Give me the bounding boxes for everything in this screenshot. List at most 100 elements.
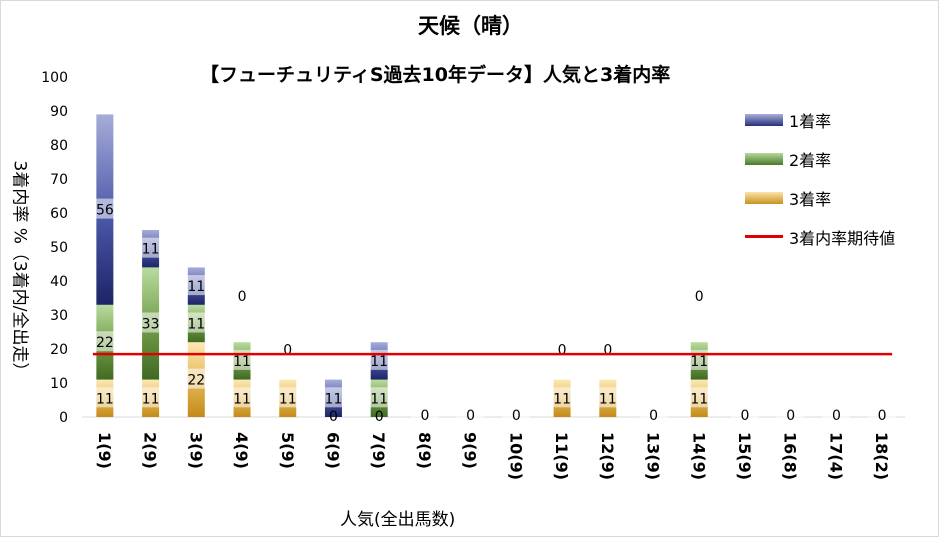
data-label: 11 (187, 317, 205, 333)
data-label: 0 (238, 289, 247, 305)
data-label: 11 (690, 391, 708, 407)
y-tick-label: 10 (50, 376, 68, 392)
legend-label-expected: 3着内率期待値 (789, 228, 896, 248)
data-label-bg (822, 404, 851, 424)
x-tick-label: 2(9) (141, 432, 160, 469)
data-label: 11 (142, 391, 160, 407)
x-tick-label: 3(9) (186, 432, 205, 469)
legend-label-second: 2着率 (789, 150, 832, 170)
data-label-bg (136, 312, 165, 333)
data-label: 0 (649, 408, 658, 424)
y-tick-label: 90 (50, 104, 68, 120)
legend-label-first: 1着率 (789, 111, 832, 131)
legend-swatch-second (745, 152, 783, 165)
legend-swatch-third (745, 191, 783, 204)
x-tick-label: 13(9) (644, 432, 663, 480)
y-tick-label: 0 (59, 410, 68, 426)
legend-label-third: 3着率 (789, 189, 832, 209)
x-tick-label: 15(9) (735, 432, 754, 480)
data-label-bg (730, 404, 759, 424)
data-label-bg (90, 198, 119, 219)
x-tick-label: 7(9) (369, 432, 388, 469)
x-tick-label: 18(2) (872, 432, 891, 480)
data-label: 0 (466, 408, 475, 424)
data-label: 0 (420, 408, 429, 424)
legend: 1着率 2着率 3着率 3着内率期待値 (745, 100, 895, 256)
x-tick-label: 11(9) (552, 432, 571, 480)
y-tick-label: 40 (50, 274, 68, 290)
data-label: 22 (96, 335, 114, 351)
data-label-bg (228, 387, 257, 408)
chart-subtitle: 【フューチュリティS過去10年データ】人気と3着内率 (200, 64, 671, 86)
legend-item-second: 2着率 (745, 139, 895, 178)
y-tick-label: 20 (50, 342, 68, 358)
x-tick-label: 17(4) (826, 432, 845, 480)
data-label: 11 (325, 391, 343, 407)
data-label: 0 (695, 289, 704, 305)
data-label-bg (319, 387, 348, 408)
data-label: 11 (233, 354, 251, 370)
data-label-bg (182, 312, 211, 333)
chart-title: 天候（晴） (418, 14, 523, 38)
y-tick-label: 70 (50, 172, 68, 188)
data-label-bg (136, 387, 165, 408)
data-label: 11 (599, 391, 617, 407)
x-tick-label: 16(8) (781, 432, 800, 480)
data-label: 0 (603, 343, 612, 359)
data-label: 11 (142, 242, 160, 258)
data-label: 0 (741, 408, 750, 424)
data-label: 33 (142, 317, 160, 333)
data-label-zero: 0 (375, 409, 384, 425)
legend-item-third: 3着率 (745, 178, 895, 217)
legend-line-expected (745, 235, 783, 238)
data-label: 11 (233, 391, 251, 407)
y-tick-label: 50 (50, 240, 68, 256)
legend-swatch-first (745, 113, 783, 126)
data-label-bg (182, 275, 211, 296)
data-label-bg (136, 237, 165, 258)
x-tick-label: 14(9) (689, 432, 708, 480)
data-label: 11 (553, 391, 571, 407)
data-label: 11 (279, 391, 297, 407)
x-tick-label: 1(9) (95, 432, 114, 469)
legend-item-expected: 3着内率期待値 (745, 217, 895, 256)
data-label: 0 (558, 343, 567, 359)
data-label: 22 (187, 373, 205, 389)
data-label-zero: 0 (329, 409, 338, 425)
data-label: 0 (283, 343, 292, 359)
data-label: 11 (187, 279, 205, 295)
data-label-bg (639, 404, 668, 424)
x-axis-label: 人気(全出馬数) (340, 510, 456, 530)
data-label-bg (228, 285, 257, 306)
legend-item-first: 1着率 (745, 100, 895, 139)
x-tick-label: 8(9) (415, 432, 434, 469)
x-tick-label: 9(9) (461, 432, 480, 469)
data-label: 11 (690, 354, 708, 370)
data-label-bg (685, 387, 714, 408)
x-tick-label: 10(9) (506, 432, 525, 480)
data-label: 11 (96, 391, 114, 407)
data-label-bg (456, 404, 485, 424)
y-tick-label: 100 (41, 70, 68, 86)
data-label-bg (776, 404, 805, 424)
y-tick-label: 80 (50, 138, 68, 154)
data-label: 0 (832, 408, 841, 424)
data-label: 0 (878, 408, 887, 424)
data-label: 11 (370, 391, 388, 407)
y-tick-label: 30 (50, 308, 68, 324)
data-label: 0 (512, 408, 521, 424)
data-label-bg (410, 404, 439, 424)
data-label-bg (868, 404, 897, 424)
data-label: 56 (96, 203, 114, 219)
data-label-bg (90, 331, 119, 352)
data-label: 11 (370, 354, 388, 370)
y-tick-label: 60 (50, 206, 68, 222)
data-label-bg (90, 387, 119, 408)
data-label-bg (365, 387, 394, 408)
data-label-bg (182, 368, 211, 389)
x-tick-label: 4(9) (232, 432, 251, 469)
data-label: 0 (786, 408, 795, 424)
data-label-bg (548, 387, 577, 408)
x-tick-label: 5(9) (278, 432, 297, 469)
